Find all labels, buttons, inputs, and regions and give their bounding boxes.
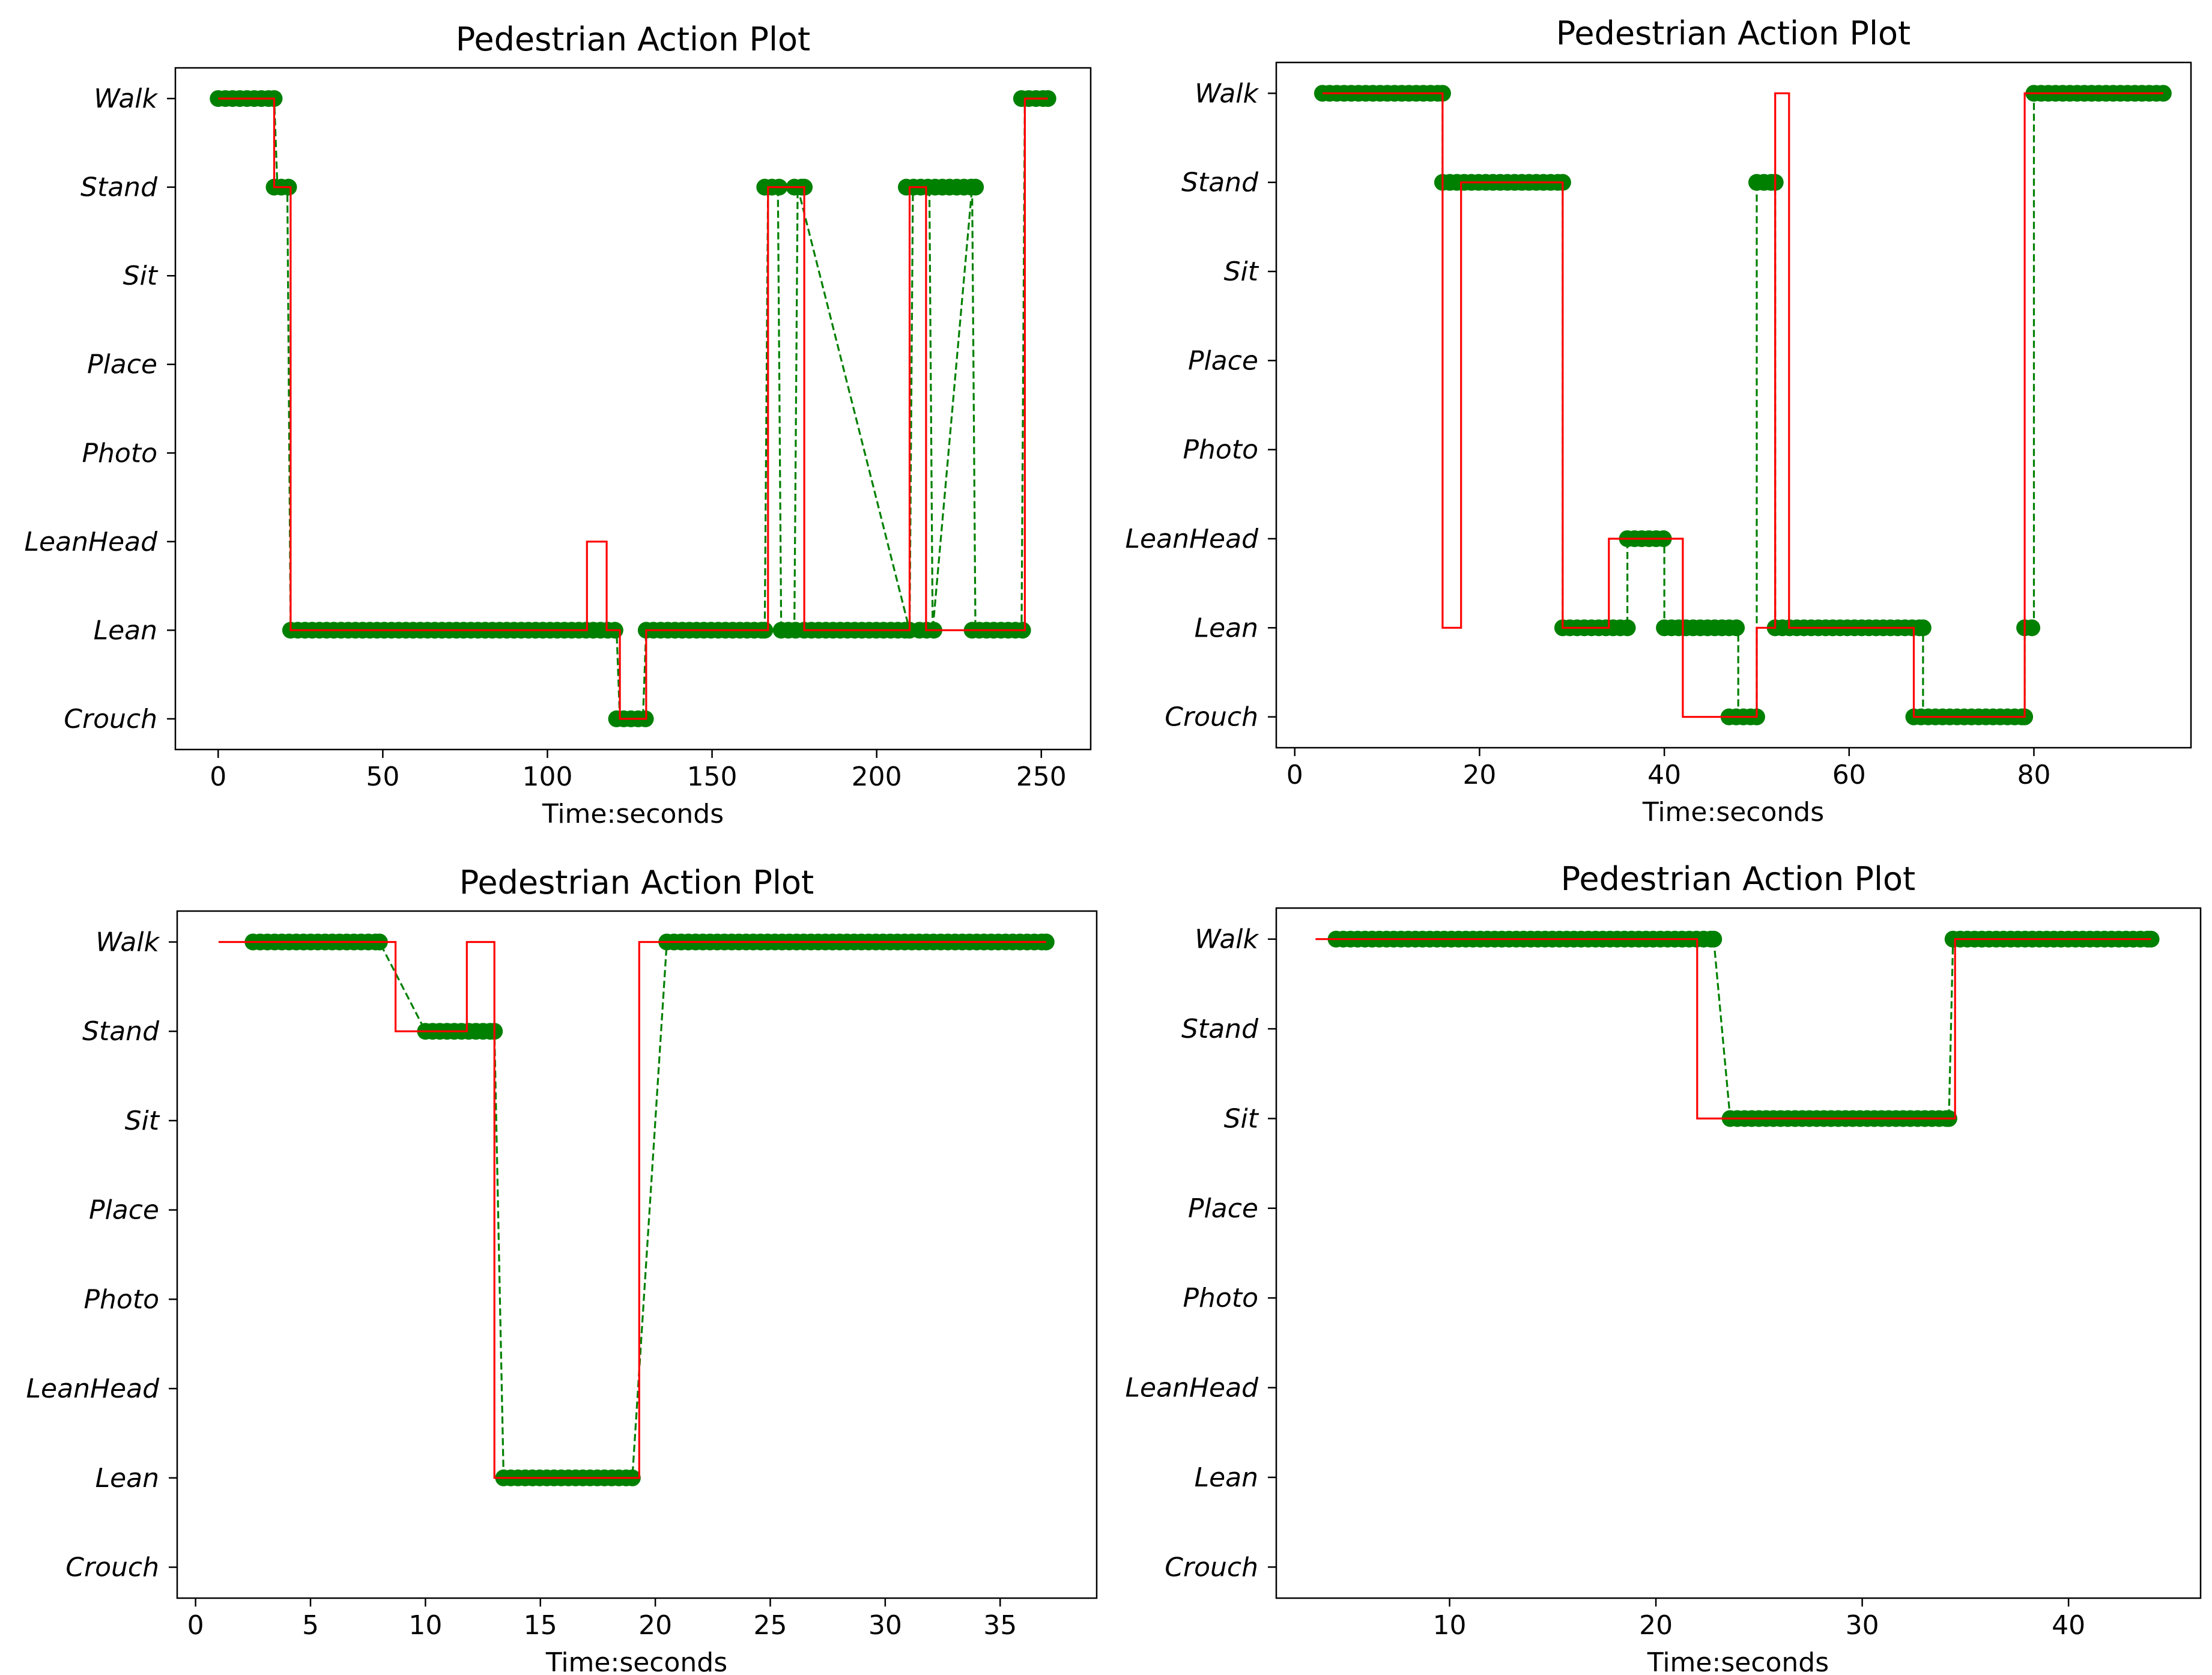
subplot-1-xtick-label: 100 — [522, 762, 572, 792]
subplot-3-xlabel: Time:seconds — [545, 1647, 727, 1675]
subplot-4: Pedestrian Action Plot Time:seconds 10 20… — [1126, 860, 2202, 1675]
subplot-3-xtick-label: 0 — [187, 1610, 204, 1641]
subplot-4-ytick-label: Stand — [1181, 1014, 1259, 1044]
subplot-1-truth-line — [218, 97, 1048, 720]
subplot-3-plot-area — [218, 933, 1055, 1486]
subplot-3-axes-frame — [176, 910, 1098, 1599]
subplot-4-xtick-label: 30 — [1846, 1610, 1879, 1641]
subplot-1-ytick-label: LeanHead — [25, 527, 159, 557]
subplot-3-ytick-label: Place — [89, 1195, 159, 1226]
subplot-2-ytick-label: Crouch — [1165, 702, 1258, 733]
subplot-4-title: Pedestrian Action Plot — [1561, 860, 1915, 898]
subplot-2-xtick-label: 80 — [2017, 760, 2050, 790]
subplot-1-xtick-label: 200 — [852, 762, 902, 792]
subplot-1-ytick-label: Stand — [80, 172, 158, 203]
subplot-2-ytick-label: Sit — [1224, 256, 1259, 287]
subplot-3-title: Pedestrian Action Plot — [459, 864, 814, 901]
subplot-4-ytick-label: Walk — [1195, 924, 1259, 955]
subplot-1-axes-frame — [174, 67, 1092, 751]
subplot-2-plot-area — [1314, 85, 2172, 725]
subplot-1-pred-marker — [1039, 90, 1056, 108]
subplot-3-xtick-label: 10 — [408, 1610, 442, 1641]
subplot-2-ytick-label: Lean — [1195, 613, 1258, 643]
subplot-3-xtick-label: 25 — [753, 1610, 787, 1641]
subplot-2-axes-frame — [1275, 61, 2192, 749]
subplot-2-truth-line — [1322, 92, 2163, 718]
subplot-4-ytick-label: LeanHead — [1126, 1373, 1259, 1404]
subplot-3-ytick-label: Walk — [95, 927, 160, 957]
subplot-4-xtick-label: 20 — [1639, 1610, 1673, 1641]
subplot-2-pred-marker — [2023, 619, 2041, 637]
subplot-3: Pedestrian Action Plot Time:seconds 0 5 10… — [26, 864, 1098, 1675]
subplot-4-pred-marker — [1705, 930, 1723, 948]
subplot-2-ytick-label: Place — [1188, 345, 1258, 376]
subplot-1-ytick-label: Sit — [123, 261, 159, 291]
subplot-4-ytick-label: Place — [1188, 1193, 1258, 1224]
subplot-2: Pedestrian Action Plot Time:seconds 0 20 4… — [1126, 14, 2192, 828]
subplot-2-ytick-label: LeanHead — [1126, 524, 1259, 554]
subplot-2-ytick-label: Photo — [1183, 435, 1258, 465]
subplot-1-ytick-label: Photo — [82, 438, 157, 468]
subplot-4-truth-line — [1315, 938, 2151, 1119]
subplot-2-xtick-label: 20 — [1462, 760, 1496, 790]
subplot-3-xtick-label: 5 — [302, 1610, 319, 1641]
subplot-1-plot-area — [210, 90, 1056, 727]
subplot-2-title: Pedestrian Action Plot — [1556, 14, 1911, 52]
subplot-1-title: Pedestrian Action Plot — [456, 20, 810, 58]
subplot-4-ytick-label: Sit — [1224, 1103, 1259, 1134]
subplot-4-xtick-label: 10 — [1433, 1610, 1467, 1641]
subplot-3-ytick-label: Stand — [82, 1016, 160, 1047]
subplot-2-xlabel: Time:seconds — [1642, 797, 1824, 828]
subplot-2-pred-marker — [2154, 85, 2172, 102]
subplot-4-xtick-label: 40 — [2052, 1610, 2085, 1641]
subplot-3-xtick-label: 15 — [524, 1610, 557, 1641]
subplot-3-pred-line — [253, 940, 1046, 1479]
subplot-3-ytick-label: LeanHead — [26, 1374, 160, 1404]
subplot-1-ytick-label: Crouch — [64, 704, 157, 735]
subplot-1-ytick-label: Place — [87, 350, 157, 380]
subplot-4-plot-area — [1315, 930, 2160, 1127]
subplot-2-xtick-label: 0 — [1286, 760, 1303, 790]
subplot-1-xtick-label: 50 — [366, 762, 399, 792]
subplot-2-ytick-label: Stand — [1181, 168, 1259, 198]
subplot-1-xtick-label: 250 — [1016, 762, 1067, 792]
subplot-3-ytick-label: Lean — [95, 1463, 159, 1494]
subplot-1-xlabel: Time:seconds — [542, 799, 724, 829]
subplot-3-xtick-label: 20 — [638, 1610, 672, 1641]
subplot-1-ytick-label: Walk — [94, 83, 158, 114]
subplot-3-xtick-label: 35 — [983, 1610, 1017, 1641]
subplot-4-axes-frame — [1275, 907, 2202, 1599]
subplot-1-ytick-label: Lean — [94, 615, 157, 646]
subplot-1: Pedestrian Action Plot Time:seconds 0 50 1… — [25, 20, 1092, 829]
subplot-3-ytick-label: Photo — [83, 1284, 159, 1315]
subplot-4-ytick-label: Photo — [1183, 1283, 1258, 1313]
subplot-1-xtick-label: 0 — [210, 762, 226, 792]
subplot-4-ytick-label: Crouch — [1165, 1552, 1258, 1583]
subplot-3-xtick-label: 30 — [868, 1610, 902, 1641]
subplot-2-xtick-label: 60 — [1832, 760, 1866, 790]
subplot-3-ytick-label: Crouch — [65, 1552, 159, 1583]
subplot-1-pred-marker — [967, 178, 984, 196]
subplot-2-ytick-label: Walk — [1195, 78, 1259, 109]
subplot-3-ytick-label: Sit — [125, 1106, 160, 1136]
subplot-4-ytick-label: Lean — [1195, 1462, 1258, 1493]
subplot-2-xtick-label: 40 — [1647, 760, 1681, 790]
subplot-3-truth-line — [218, 940, 1046, 1479]
subplot-1-xtick-label: 150 — [687, 762, 738, 792]
subplot-4-xlabel: Time:seconds — [1647, 1647, 1829, 1675]
